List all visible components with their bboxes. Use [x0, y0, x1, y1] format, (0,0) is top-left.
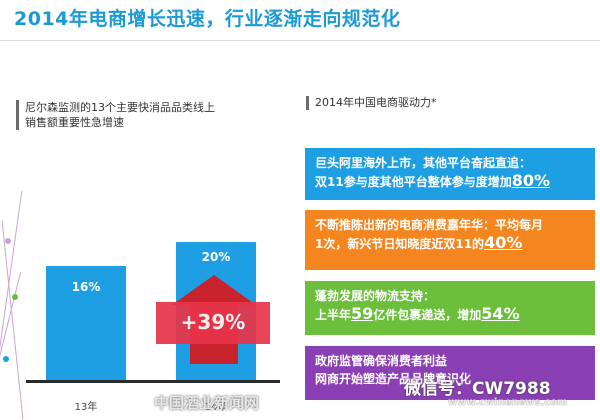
growth-value: +39% — [180, 310, 246, 334]
decor-dot — [5, 238, 11, 244]
card-line1: 巨头阿里海外上市，其他平台奋起直追： — [315, 156, 532, 170]
card-line1: 政府监管确保消费者利益 — [315, 354, 448, 368]
card-highlight: 80% — [511, 171, 550, 190]
decor-dot — [12, 294, 18, 300]
left-caption: 尼尔森监测的13个主要快消品品类线上 销售额重要性急增速 — [16, 100, 295, 130]
driver-card-platforms: 巨头阿里海外上市，其他平台奋起直追： 双11参与度其他平台整体参与度增加80% — [305, 148, 595, 200]
xlabel-14: 14年 — [204, 402, 228, 413]
watermark-url: www.cwinenews.com — [448, 397, 568, 408]
card-line2: 上半年59亿件包裹递送，增加54% — [315, 305, 585, 324]
card-line2-text: 双11参与度其他平台整体参与度增加 — [315, 175, 512, 189]
card-line1: 蓬勃发展的物流支持： — [315, 289, 436, 303]
card-line2: 1次，新兴节日知晓度近双11的40% — [315, 234, 585, 253]
decor-dot — [3, 356, 9, 362]
bar-14-value: 20% — [201, 250, 231, 264]
page-title: 2014年电商增长迅速，行业逐渐走向规范化 — [14, 8, 401, 30]
card-line2-mid: 亿件包裹递送，增加 — [373, 308, 482, 322]
driver-card-logistics: 蓬勃发展的物流支持： 上半年59亿件包裹递送，增加54% — [305, 281, 595, 335]
decor-line — [0, 272, 22, 418]
bar-13-value: 16% — [71, 280, 101, 294]
xlabel-13: 13年 — [74, 402, 98, 413]
card-highlight: 40% — [484, 233, 523, 252]
card-line1: 不断推陈出新的电商消费嘉年华：平均每月 — [315, 218, 544, 232]
chart-baseline — [26, 380, 280, 383]
watermark-site: 中国酒业新闻网 — [154, 394, 260, 412]
driver-card-festivals: 不断推陈出新的电商消费嘉年华：平均每月 1次，新兴节日知晓度近双11的40% — [305, 210, 595, 270]
watermark-wechat: 微信号：CW7988 — [404, 379, 551, 399]
bar-13: 16% — [46, 266, 126, 380]
left-caption-line2: 销售额重要性急增速 — [25, 116, 124, 129]
drivers-heading: 2014年中国电商驱动力* — [306, 96, 555, 110]
left-caption-line1: 尼尔森监测的13个主要快消品品类线上 — [25, 101, 215, 114]
card-line2: 网商开始塑造产品品牌意识化 — [315, 372, 472, 386]
card-line2-text: 1次，新兴节日知晓度近双11的 — [315, 237, 485, 251]
title-divider — [0, 40, 600, 41]
growth-badge: +39% — [156, 302, 270, 344]
growth-arrow-icon — [172, 275, 256, 305]
card-highlight: 54% — [481, 304, 520, 323]
card-line2: 双11参与度其他平台整体参与度增加80% — [315, 172, 585, 191]
card-highlight-parcels: 59 — [351, 304, 374, 323]
driver-card-regulation: 政府监管确保消费者利益 网商开始塑造产品品牌意识化 — [305, 346, 595, 400]
card-line2-text: 上半年 — [315, 308, 352, 322]
sales-bar-chart: 16% 20% +39% 13年 14年 — [0, 160, 300, 420]
